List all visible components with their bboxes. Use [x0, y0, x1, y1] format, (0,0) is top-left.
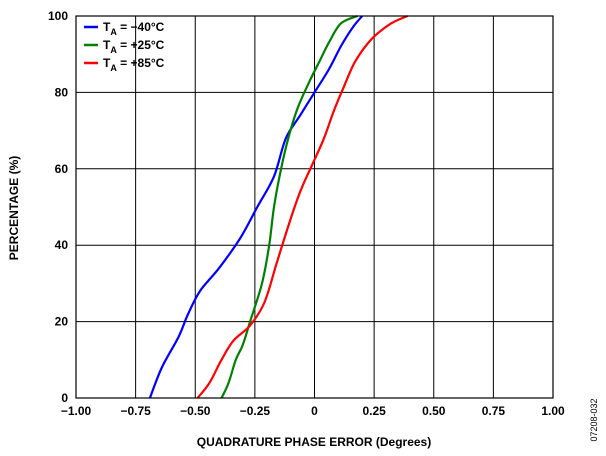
series-line-minus40 — [148, 15, 364, 399]
y-tick-label: 100 — [48, 9, 68, 23]
x-tick-label: 0.25 — [362, 404, 386, 418]
legend-label-minus40: TA = −40°C — [103, 20, 165, 37]
legend-label-plus25: TA = +25°C — [103, 38, 165, 55]
y-tick-label: 0 — [61, 391, 68, 405]
x-tick-label: 0.50 — [422, 404, 446, 418]
x-tick-label: −1.00 — [61, 404, 92, 418]
series-lines — [148, 14, 408, 399]
x-tick-label: −0.50 — [180, 404, 211, 418]
plot-frame — [75, 15, 554, 399]
x-tick-label: −0.75 — [120, 404, 151, 418]
legend-label-plus85: TA = +85°C — [103, 56, 165, 73]
x-tick-label: 0.75 — [482, 404, 506, 418]
y-tick-label: 40 — [55, 238, 69, 252]
x-tick-labels: −1.00 −0.75 −0.50 −0.25 0 0.25 0.50 0.75 1.00 — [61, 404, 565, 418]
x-tick-label: 0 — [311, 404, 318, 418]
figure-id: 07208-032 — [589, 398, 599, 441]
y-tick-label: 20 — [55, 315, 69, 329]
x-tick-label: −0.25 — [240, 404, 271, 418]
y-tick-label: 60 — [55, 162, 69, 176]
y-axis-title: PERCENTAGE (%) — [7, 156, 21, 260]
x-tick-label: 1.00 — [541, 404, 565, 418]
series-line-plus25 — [220, 14, 358, 399]
series-line-plus85 — [196, 14, 408, 399]
y-tick-labels: 0 20 40 60 80 100 — [48, 9, 68, 405]
y-tick-label: 80 — [55, 85, 69, 99]
legend: TA = −40°CTA = +25°CTA = +85°C — [84, 20, 165, 73]
x-axis-title: QUADRATURE PHASE ERROR (Degrees) — [197, 435, 431, 449]
